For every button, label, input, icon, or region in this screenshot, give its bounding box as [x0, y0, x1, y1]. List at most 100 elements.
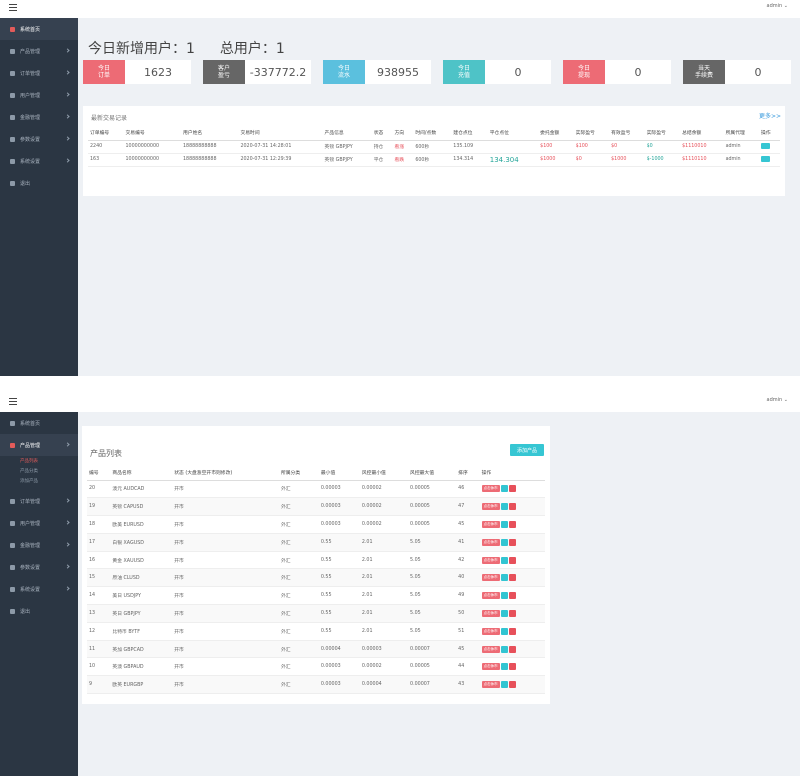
- sidebar-item[interactable]: 退出: [0, 600, 78, 622]
- column-header: 方向: [392, 126, 414, 141]
- close-market-button[interactable]: 点击休市: [481, 520, 500, 528]
- table-row: 19 英镑 CAPUSD 开市 外汇 0.00003 0.00002 0.00005 47 点击…: [87, 497, 545, 517]
- sidebar-item-home[interactable]: 系统首页: [0, 412, 78, 434]
- close-market-button[interactable]: 点击休市: [481, 681, 500, 689]
- sidebar-subitem[interactable]: 产品列表: [20, 459, 38, 464]
- table-cell: 47: [456, 497, 480, 517]
- edit-icon[interactable]: [500, 663, 508, 671]
- close-market-button[interactable]: 点击休市: [481, 574, 500, 582]
- sidebar-item[interactable]: 退出: [0, 172, 78, 194]
- add-product-button[interactable]: 添加产品: [510, 444, 544, 456]
- table-cell: 19: [87, 497, 111, 517]
- delete-icon[interactable]: [508, 503, 516, 511]
- admin-menu[interactable]: admin ⌄: [766, 397, 788, 403]
- table-cell: 41: [456, 533, 480, 552]
- delete-icon[interactable]: [508, 592, 516, 600]
- chevron-right-icon: [65, 70, 70, 75]
- table-cell: 外汇: [278, 568, 319, 588]
- table-cell: 黄金 XAUUSD: [110, 551, 173, 570]
- edit-icon[interactable]: [500, 520, 508, 528]
- close-market-button[interactable]: 点击休市: [481, 592, 500, 600]
- edit-icon[interactable]: [761, 155, 771, 162]
- menu-toggle-icon[interactable]: [9, 4, 17, 11]
- table-cell: 46: [456, 480, 480, 499]
- close-market-button[interactable]: 点击休市: [481, 538, 500, 546]
- sidebar-item[interactable]: 系统首页: [0, 18, 78, 40]
- action-cell: 点击休市: [479, 604, 545, 623]
- table-cell: 英镑 GBPJPY: [322, 153, 372, 167]
- sidebar-item[interactable]: 系统设置: [0, 150, 78, 172]
- sidebar-item[interactable]: 参数设置: [0, 556, 78, 578]
- column-header: 实际盈亏: [644, 126, 681, 141]
- delete-icon[interactable]: [508, 627, 516, 635]
- chevron-right-icon: [65, 92, 70, 97]
- stat-label: 今日 流水: [323, 60, 365, 84]
- close-market-button[interactable]: 点击休市: [481, 645, 500, 653]
- sidebar-item[interactable]: 系统设置: [0, 578, 78, 600]
- delete-icon[interactable]: [508, 485, 516, 493]
- table-cell: 18888888888: [180, 153, 239, 167]
- column-header: 所属代理: [723, 126, 760, 141]
- edit-icon[interactable]: [500, 592, 508, 600]
- stat-card: 今日 提现 0: [563, 60, 671, 84]
- edit-icon[interactable]: [500, 538, 508, 546]
- close-market-button[interactable]: 点击休市: [481, 663, 500, 671]
- sidebar-item[interactable]: 参数设置: [0, 128, 78, 150]
- sidebar-item[interactable]: 产品管理: [0, 40, 78, 62]
- edit-icon[interactable]: [500, 556, 508, 564]
- sidebar-item[interactable]: 订单管理: [0, 490, 78, 512]
- delete-icon[interactable]: [508, 538, 516, 546]
- stat-value: 0: [634, 65, 642, 79]
- sidebar-item[interactable]: 用户管理: [0, 512, 78, 534]
- delete-icon[interactable]: [508, 520, 516, 528]
- table-cell: $0: [609, 140, 645, 154]
- close-market-button[interactable]: 点击休市: [481, 627, 500, 635]
- sidebar-item[interactable]: 订单管理: [0, 62, 78, 84]
- action-cell: 点击休市: [479, 480, 545, 499]
- table-row: 14 美日 USDJPY 开市 外汇 0.55 2.01 5.05 49 点击休市: [87, 586, 545, 606]
- edit-icon[interactable]: [500, 574, 508, 582]
- table-cell: 开市: [172, 675, 279, 695]
- more-link[interactable]: 更多>>: [758, 113, 781, 120]
- table-cell: 0.00003: [318, 497, 360, 517]
- admin-menu[interactable]: admin ⌄: [766, 3, 788, 9]
- table-cell: $1110110: [680, 153, 724, 167]
- delete-icon[interactable]: [508, 681, 516, 689]
- column-header: 最小值: [318, 466, 360, 481]
- stat-label: 今日 提现: [563, 60, 605, 84]
- menu-toggle-icon[interactable]: [9, 398, 17, 405]
- edit-icon[interactable]: [500, 627, 508, 635]
- sidebar-subitem[interactable]: 添加产品: [20, 479, 38, 484]
- sidebar-item-product[interactable]: 产品管理: [0, 434, 78, 456]
- table-cell: 0.55: [318, 551, 360, 570]
- chevron-right-icon: [65, 564, 70, 569]
- action-cell: 点击休市: [479, 497, 545, 517]
- sidebar-item[interactable]: 用户管理: [0, 84, 78, 106]
- table-cell: 0.00005: [408, 515, 457, 534]
- edit-icon[interactable]: [761, 142, 771, 149]
- sidebar-subitem[interactable]: 产品分类: [20, 469, 38, 474]
- edit-icon[interactable]: [500, 681, 508, 689]
- edit-icon[interactable]: [500, 609, 508, 617]
- column-header: 操作: [759, 126, 780, 141]
- delete-icon[interactable]: [508, 574, 516, 582]
- delete-icon[interactable]: [508, 556, 516, 564]
- sidebar-item[interactable]: 金融管理: [0, 106, 78, 128]
- close-market-button[interactable]: 点击休市: [481, 556, 500, 564]
- table-cell: 开市: [172, 480, 279, 499]
- close-market-button[interactable]: 点击休市: [481, 485, 500, 493]
- delete-icon[interactable]: [508, 645, 516, 653]
- close-market-button[interactable]: 点击休市: [481, 503, 500, 511]
- close-market-button[interactable]: 点击休市: [481, 609, 500, 617]
- sidebar-item-label: 系统设置: [20, 586, 41, 593]
- edit-icon[interactable]: [500, 503, 508, 511]
- table-cell: 开市: [172, 533, 279, 552]
- edit-icon[interactable]: [500, 485, 508, 493]
- edit-icon[interactable]: [500, 645, 508, 653]
- table-cell: 2020-07-31 12:29:39: [238, 153, 323, 167]
- table-row: 12 比特币 BYTF 开市 外汇 0.55 2.01 5.05 51 点击休市: [87, 622, 545, 641]
- sidebar-item[interactable]: 金融管理: [0, 534, 78, 556]
- stat-value: 0: [754, 65, 762, 79]
- delete-icon[interactable]: [508, 663, 516, 671]
- delete-icon[interactable]: [508, 609, 516, 617]
